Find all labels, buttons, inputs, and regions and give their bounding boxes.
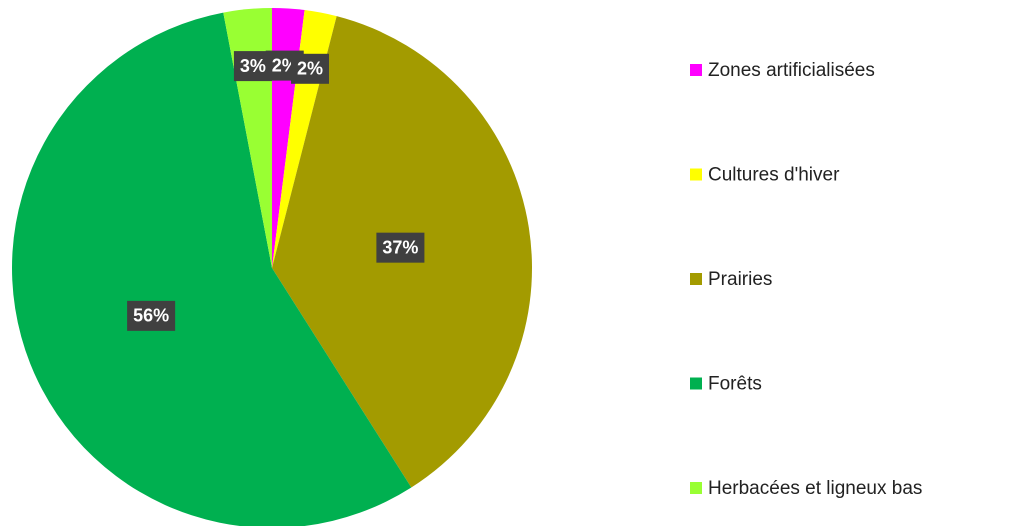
data-label: 3% (240, 56, 266, 76)
legend-label: Forêts (708, 374, 762, 395)
data-label-box (376, 232, 425, 263)
data-label: 56% (133, 306, 169, 326)
legend-swatch (690, 64, 702, 76)
legend-label: Herbacées et ligneux bas (708, 478, 922, 499)
pie-slice (12, 12, 412, 526)
legend-swatch (690, 273, 702, 285)
data-label: 2% (297, 59, 323, 79)
data-label-box (233, 51, 272, 82)
data-label: 37% (382, 237, 418, 257)
legend-label: Cultures d'hiver (708, 165, 840, 186)
legend-label: Zones artificialisées (708, 60, 875, 81)
legend-swatch (690, 377, 702, 390)
data-label-box (290, 53, 330, 84)
legend-swatch (690, 168, 702, 181)
legend-label: Prairies (708, 269, 772, 290)
data-label-box (127, 300, 176, 331)
legend-swatch (690, 482, 702, 494)
